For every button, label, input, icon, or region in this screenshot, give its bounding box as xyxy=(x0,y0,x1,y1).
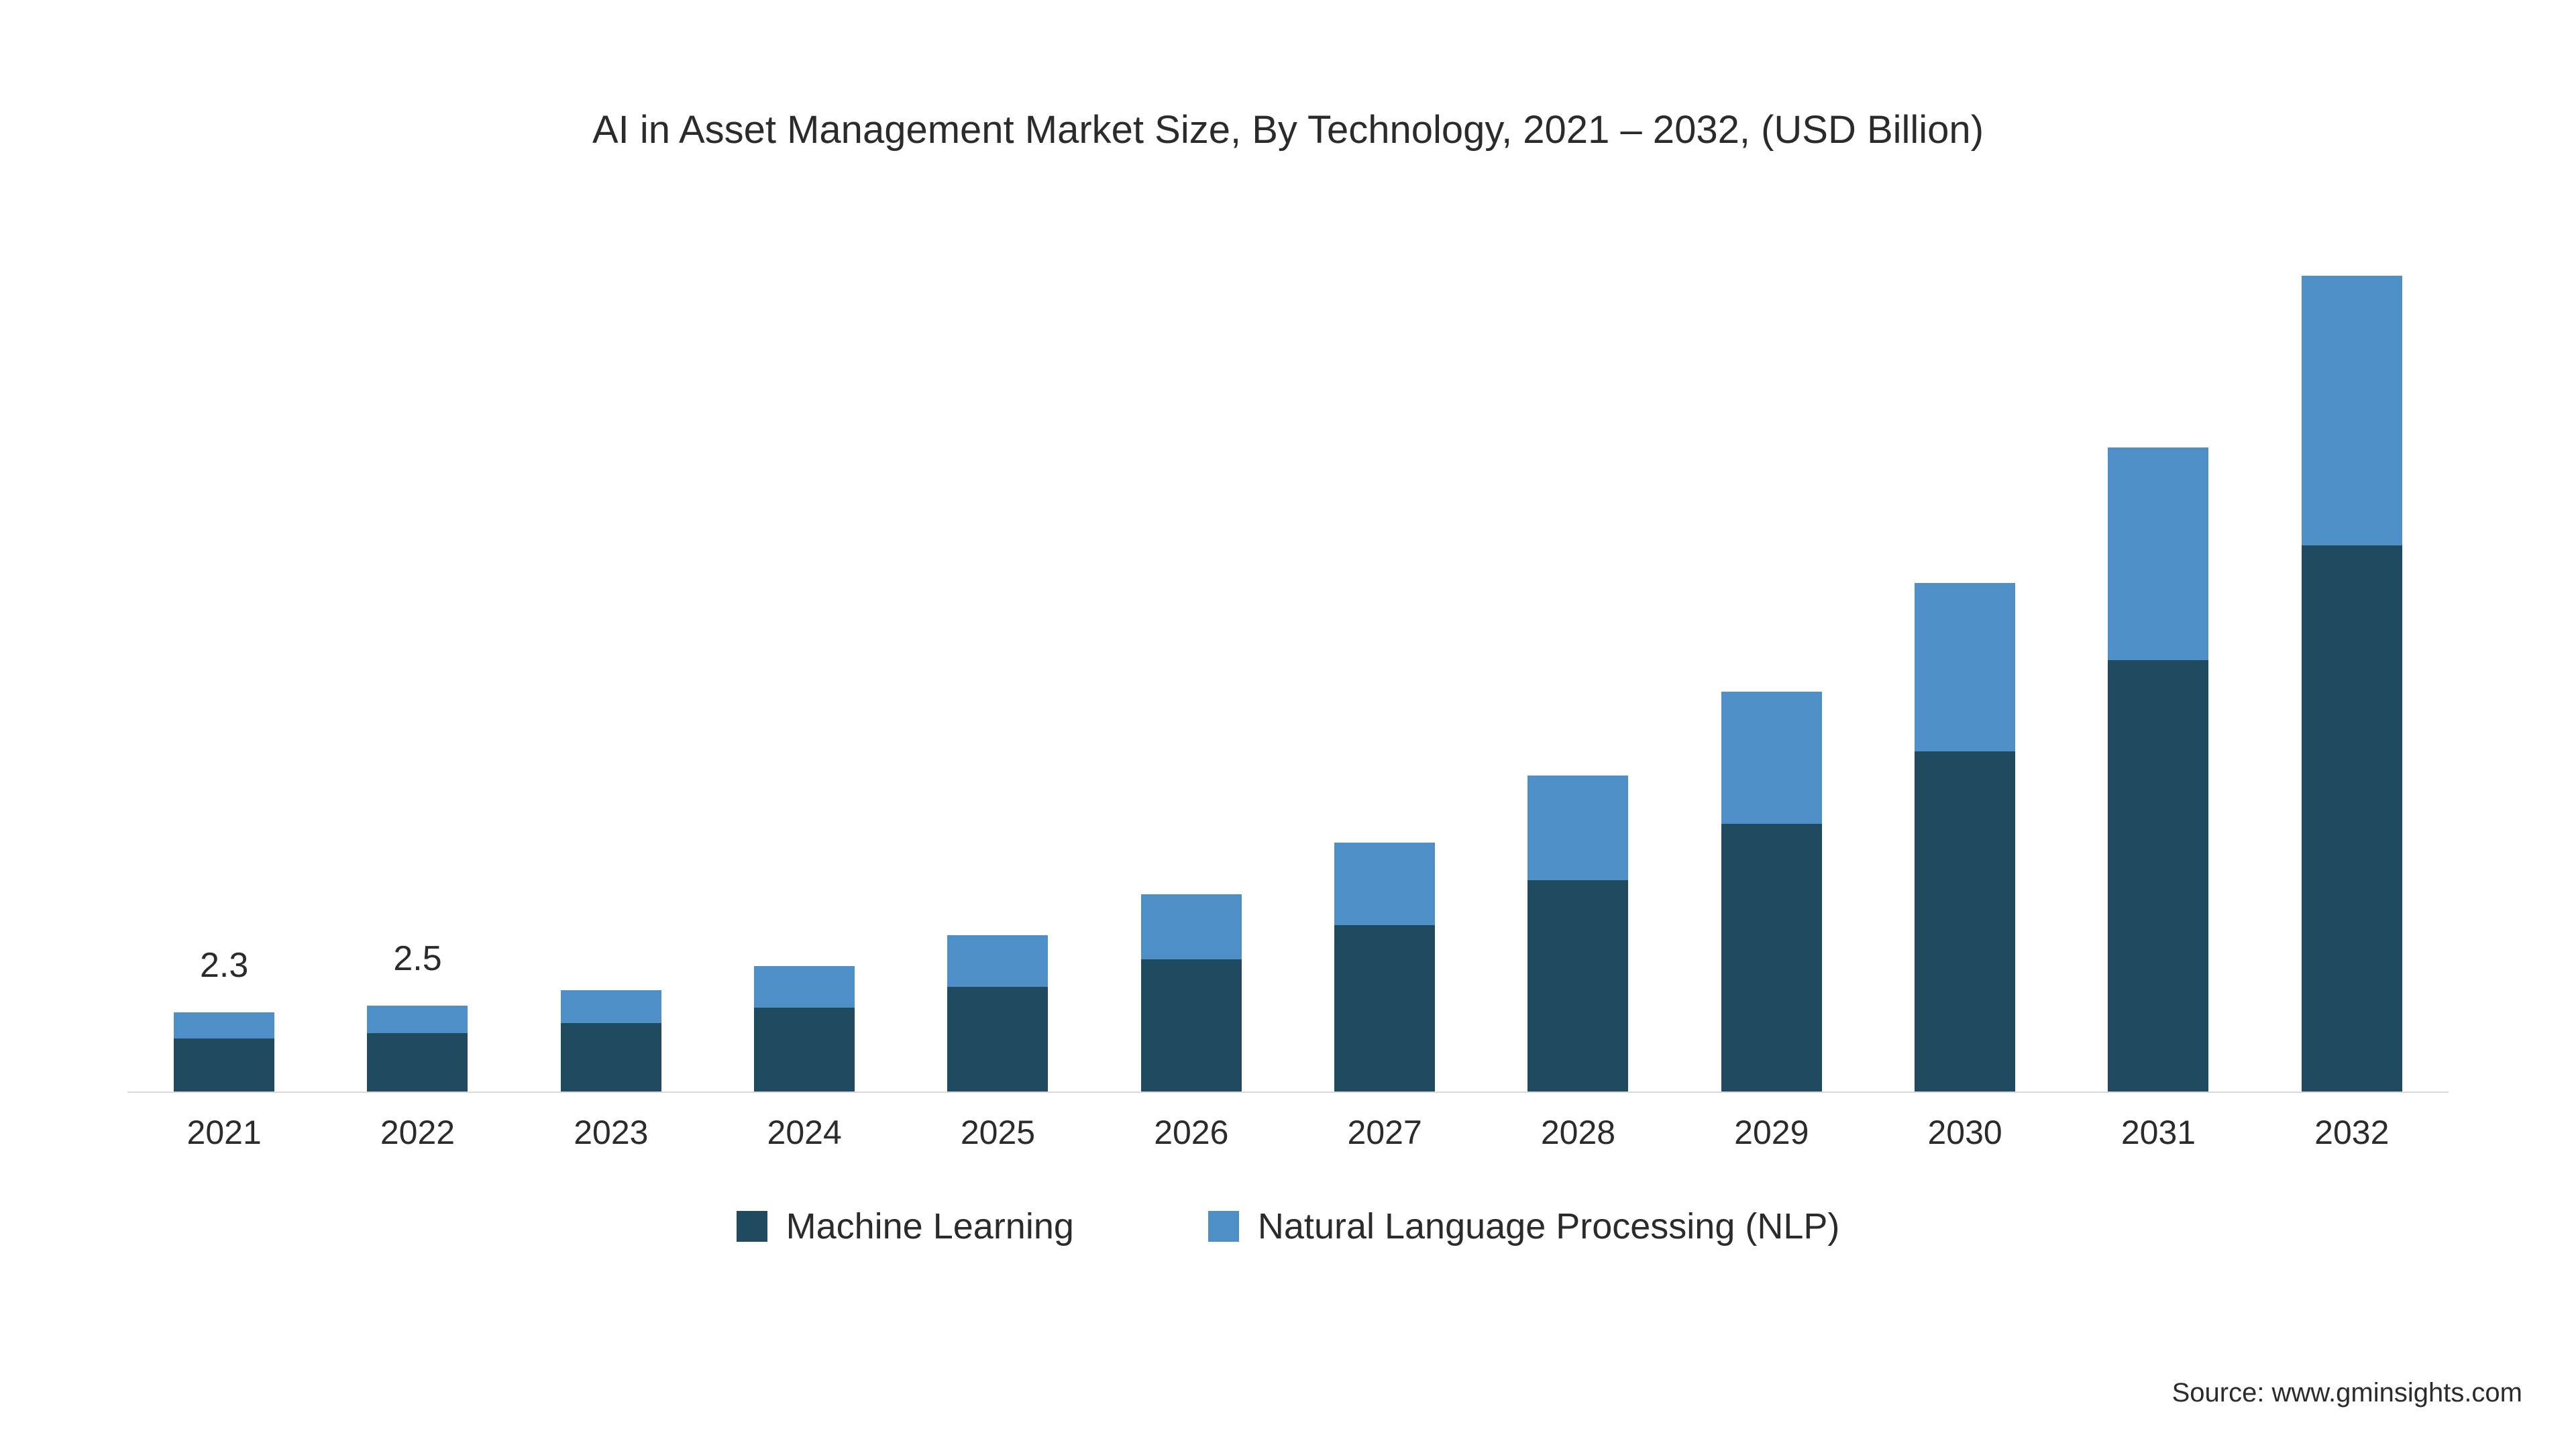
x-axis-tick: 2023 xyxy=(515,1113,708,1152)
bar-slot xyxy=(1868,583,2061,1092)
bar-segment xyxy=(2302,276,2402,545)
bar-segment xyxy=(367,1006,468,1033)
bar-segment xyxy=(1721,692,1822,824)
legend-swatch xyxy=(737,1211,767,1242)
source-attribution: Source: www.gminsights.com xyxy=(2172,1378,2522,1408)
x-axis-tick: 2022 xyxy=(321,1113,514,1152)
bar-slot xyxy=(1095,894,1288,1092)
bar-slot xyxy=(515,990,708,1092)
bar-stack xyxy=(561,990,661,1092)
bar-segment xyxy=(561,1023,661,1092)
bar-stack xyxy=(174,1012,274,1092)
bar-segment xyxy=(754,1008,855,1092)
x-axis-tick: 2027 xyxy=(1288,1113,1481,1152)
bar-segment xyxy=(2302,545,2402,1092)
x-axis-tick: 2029 xyxy=(1675,1113,1868,1152)
bar-segment xyxy=(1915,751,2015,1092)
bar-segment xyxy=(2108,660,2208,1092)
bar-slot xyxy=(708,966,901,1092)
legend-item: Natural Language Processing (NLP) xyxy=(1208,1206,1839,1247)
x-axis-tick: 2026 xyxy=(1095,1113,1288,1152)
bar-stack xyxy=(1141,894,1242,1092)
legend-swatch xyxy=(1208,1211,1239,1242)
chart-container: AI in Asset Management Market Size, By T… xyxy=(101,107,2475,1247)
bar-stack xyxy=(1915,583,2015,1092)
bar-segment xyxy=(947,987,1048,1092)
x-axis-tick: 2028 xyxy=(1481,1113,1674,1152)
bar-segment xyxy=(174,1012,274,1038)
bar-stack xyxy=(1527,776,1628,1092)
bar-slot xyxy=(1675,692,1868,1092)
bar-segment xyxy=(2108,447,2208,660)
bars-group: 2.32.5 xyxy=(127,233,2449,1092)
bar-stack xyxy=(2108,447,2208,1092)
bar-stack xyxy=(1721,692,1822,1092)
legend: Machine Learning Natural Language Process… xyxy=(101,1206,2475,1247)
bar-segment xyxy=(1141,894,1242,959)
bar-stack xyxy=(947,935,1048,1092)
bar-value-label: 2.3 xyxy=(127,945,321,986)
bar-value-label: 2.5 xyxy=(321,939,514,979)
bar-slot xyxy=(901,935,1094,1092)
bar-segment xyxy=(1527,776,1628,880)
bar-slot: 2.3 xyxy=(127,1012,321,1092)
bar-slot xyxy=(2255,276,2449,1092)
bar-stack xyxy=(1334,843,1435,1092)
bar-segment xyxy=(1334,925,1435,1092)
bar-segment xyxy=(1721,824,1822,1092)
bar-stack xyxy=(367,1006,468,1092)
x-axis-tick: 2032 xyxy=(2255,1113,2449,1152)
bar-segment xyxy=(947,935,1048,987)
bar-segment xyxy=(561,990,661,1023)
x-axis-tick: 2031 xyxy=(2061,1113,2255,1152)
x-axis: 2021202220232024202520262027202820292030… xyxy=(127,1113,2449,1152)
x-axis-tick: 2025 xyxy=(901,1113,1094,1152)
legend-label: Machine Learning xyxy=(786,1206,1074,1247)
bar-slot: 2.5 xyxy=(321,1006,514,1092)
bar-segment xyxy=(174,1039,274,1092)
chart-title: AI in Asset Management Market Size, By T… xyxy=(101,107,2475,152)
bar-slot xyxy=(2061,447,2255,1092)
bar-segment xyxy=(1915,583,2015,751)
x-axis-tick: 2024 xyxy=(708,1113,901,1152)
bar-segment xyxy=(754,966,855,1007)
x-axis-tick: 2021 xyxy=(127,1113,321,1152)
bar-segment xyxy=(1141,959,1242,1092)
legend-item: Machine Learning xyxy=(737,1206,1074,1247)
bar-segment xyxy=(1334,843,1435,925)
bar-slot xyxy=(1481,776,1674,1092)
legend-label: Natural Language Processing (NLP) xyxy=(1258,1206,1839,1247)
bar-stack xyxy=(2302,276,2402,1092)
bar-slot xyxy=(1288,843,1481,1092)
plot-area: 2.32.5 xyxy=(127,233,2449,1093)
x-axis-tick: 2030 xyxy=(1868,1113,2061,1152)
bar-segment xyxy=(1527,880,1628,1092)
bar-stack xyxy=(754,966,855,1092)
bar-segment xyxy=(367,1033,468,1092)
